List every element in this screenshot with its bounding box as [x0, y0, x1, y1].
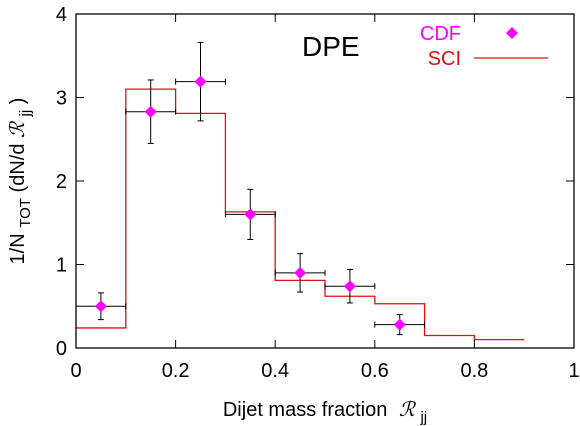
y-tick-label: 3 — [56, 88, 67, 110]
x-tick-label: 0.2 — [162, 360, 190, 382]
cdf-data-point — [343, 280, 356, 293]
cdf-data-point — [244, 208, 257, 221]
cdf-data-point — [94, 300, 107, 313]
y-axis-title-symbol-subscript: jj — [17, 110, 34, 118]
axis-ticks: 0 0.2 0.4 0.6 0.8 1 0 1 2 3 4 — [56, 4, 580, 382]
y-axis-title-suffix: ) — [7, 98, 29, 105]
dpe-annotation: DPE — [302, 31, 360, 62]
y-tick-label: 1 — [56, 255, 67, 277]
x-tick-label: 0 — [70, 360, 81, 382]
cdf-data-point — [393, 318, 406, 331]
x-tick-label: 0.4 — [261, 360, 289, 382]
legend-label: SCI — [428, 48, 461, 70]
x-tick-label: 1 — [568, 360, 579, 382]
y-tick-label: 0 — [56, 338, 67, 360]
x-tick-label: 0.6 — [361, 360, 389, 382]
sci-histogram-line — [76, 88, 525, 341]
legend: CDF SCI — [420, 23, 548, 70]
y-axis-title-prefix: 1/N — [7, 233, 29, 264]
x-axis-title: Dijet mass fraction ℛ jj — [223, 399, 427, 426]
x-tick-label: 0.8 — [460, 360, 488, 382]
x-axis-title-symbol: ℛ — [399, 399, 417, 421]
legend-swatch-diamond — [506, 27, 518, 39]
y-tick-label: 4 — [56, 4, 67, 26]
y-axis-title-mid: (dN/d — [7, 144, 29, 193]
legend-label: CDF — [420, 23, 461, 45]
cdf-data-point — [294, 266, 307, 279]
y-axis-title: 1/N TOT (dN/d ℛ jj ) — [7, 98, 35, 265]
y-tick-label: 2 — [56, 171, 67, 193]
cdf-data-point — [144, 105, 157, 118]
plot-marks — [75, 41, 525, 341]
x-axis-title-text: Dijet mass fraction — [223, 399, 388, 421]
x-axis-title-subscript: jj — [419, 409, 427, 426]
y-axis-title-subscript: TOT — [17, 198, 34, 228]
plot-frame — [75, 13, 575, 349]
y-axis-title-symbol: ℛ — [7, 120, 29, 138]
cdf-data-point — [194, 75, 207, 88]
